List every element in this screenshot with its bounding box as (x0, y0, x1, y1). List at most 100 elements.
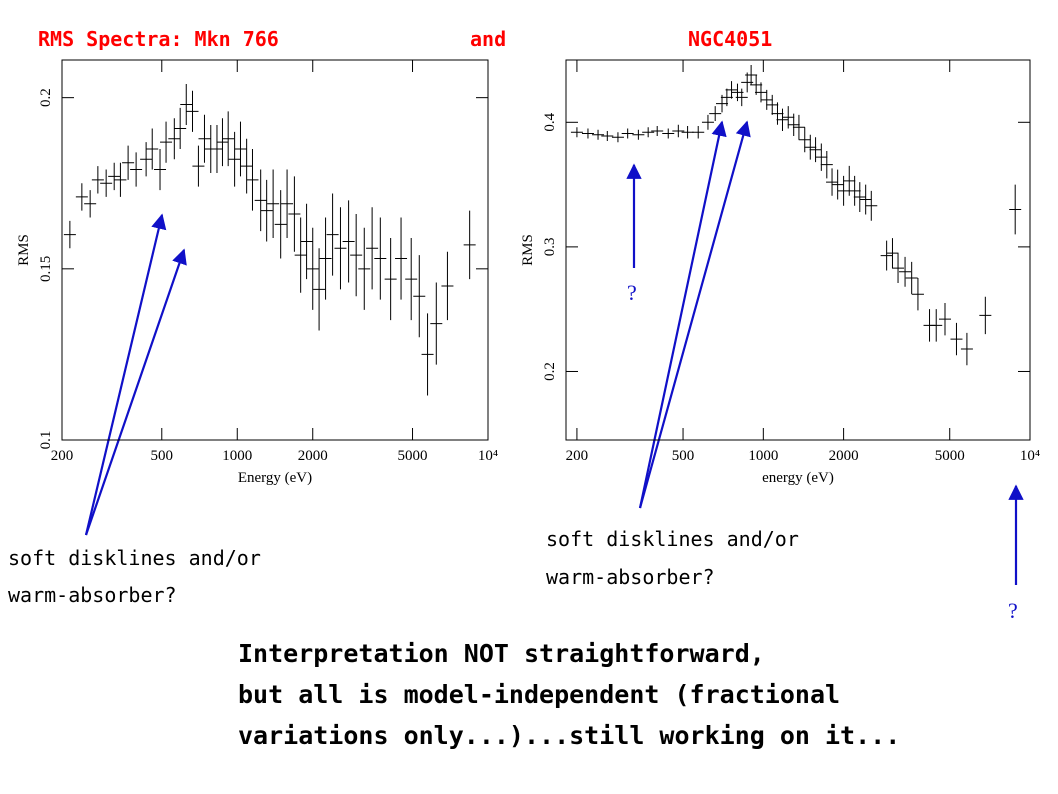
question: ? (627, 280, 637, 305)
error-bar-point (760, 89, 773, 110)
error-bar-point (192, 145, 205, 187)
error-bar-point (709, 106, 722, 122)
x-tick-label: 10⁴ (1020, 448, 1040, 464)
x-tick-label: 2000 (298, 448, 328, 464)
error-bar-point (792, 114, 805, 140)
error-bar-point (180, 83, 193, 126)
error-bar-point (750, 74, 763, 95)
error-bar-point (174, 107, 187, 150)
error-bar-point (384, 238, 397, 321)
error-bar-point (260, 179, 273, 242)
x-tick-label: 200 (51, 448, 74, 464)
error-bar-point (766, 94, 779, 115)
error-bar-point (787, 113, 800, 136)
error-bar-point (267, 169, 280, 239)
error-bar-point (334, 207, 347, 290)
error-bar-point (300, 203, 313, 280)
error-bar-point (681, 126, 694, 139)
error-bar-point (859, 184, 872, 215)
error-bar-point (701, 114, 714, 130)
error-bar-point (938, 302, 951, 336)
error-bar-point (831, 169, 844, 200)
error-bar-point (441, 251, 454, 321)
y-tick-label: 0.4 (542, 112, 558, 131)
error-bar-point (960, 332, 973, 366)
error-bar-point (240, 138, 253, 194)
error-bar-point (745, 64, 758, 85)
error-bar-point (168, 118, 181, 160)
y-axis-label: RMS (520, 234, 536, 266)
title-part: and (470, 27, 506, 51)
y-tick-label: 0.15 (38, 256, 54, 282)
question: ? (1008, 598, 1018, 623)
error-bar-point (886, 238, 899, 269)
x-tick-label: 10⁴ (478, 448, 498, 464)
error-bar-point (672, 124, 685, 138)
y-tick-label: 0.2 (542, 362, 558, 381)
x-tick-label: 1000 (748, 448, 778, 464)
error-bar-point (581, 128, 594, 139)
note: warm-absorber? (8, 583, 177, 607)
error-bar-point (880, 240, 893, 271)
error-bar-point (735, 88, 748, 107)
error-bar-point (662, 128, 675, 139)
error-bar-point (820, 150, 833, 179)
error-bar-point (294, 217, 307, 293)
error-bar-point (632, 129, 645, 140)
error-bar-point (621, 128, 634, 139)
x-axis-label: energy (eV) (762, 470, 834, 486)
error-bar-point (319, 217, 332, 300)
error-bar-point (809, 137, 822, 163)
error-bar-point (234, 121, 247, 177)
error-bar-point (114, 162, 127, 197)
error-bar-point (130, 152, 143, 187)
error-bar-point (463, 210, 476, 280)
error-bar-point (979, 296, 992, 335)
conclusion-line: variations only...)...still working on i… (238, 721, 900, 750)
error-bar-point (122, 145, 135, 180)
error-bar-point (75, 183, 88, 211)
error-bar-point (146, 128, 159, 170)
x-tick-label: 1000 (222, 448, 252, 464)
error-bar-point (853, 182, 866, 212)
error-bar-point (892, 253, 905, 284)
x-tick-label: 500 (672, 448, 695, 464)
error-bar-point (642, 127, 655, 138)
error-bar-point (342, 200, 355, 283)
y-tick-label: 0.3 (542, 238, 558, 257)
error-bar-point (281, 169, 294, 239)
title-part: NGC4051 (688, 27, 772, 51)
error-bar-point (154, 149, 167, 191)
note: warm-absorber? (546, 565, 715, 589)
error-bar-point (326, 193, 339, 276)
conclusion-line: but all is model-independent (fractional (238, 680, 840, 709)
error-bar-point (899, 256, 912, 287)
error-bar-point (430, 282, 443, 365)
error-bar-point (905, 261, 918, 295)
error-bar-point (720, 88, 733, 107)
error-bar-point (405, 238, 418, 321)
error-bar-point (950, 322, 963, 356)
error-bar-point (358, 227, 371, 310)
error-bar-point (911, 278, 924, 311)
error-bar-point (815, 143, 828, 171)
error-bar-point (274, 190, 287, 259)
error-bar-point (108, 162, 121, 191)
error-bar-point (186, 90, 199, 132)
error-bar-point (306, 227, 319, 310)
conclusion-line: Interpretation NOT straightforward, (238, 639, 765, 668)
plot-frame (61, 59, 489, 441)
error-bar-point (288, 176, 301, 252)
error-bar-point (91, 166, 104, 194)
error-bar-point (140, 142, 153, 177)
error-bar-point (413, 255, 426, 338)
error-bar-point (798, 127, 811, 153)
note: soft disklines and/or (8, 546, 261, 570)
error-bar-point (776, 108, 789, 132)
error-bar-point (160, 121, 173, 163)
arrows (84, 120, 1024, 585)
error-bar-point (601, 131, 614, 141)
error-bar-point (826, 168, 839, 196)
error-bar-point (228, 131, 241, 187)
